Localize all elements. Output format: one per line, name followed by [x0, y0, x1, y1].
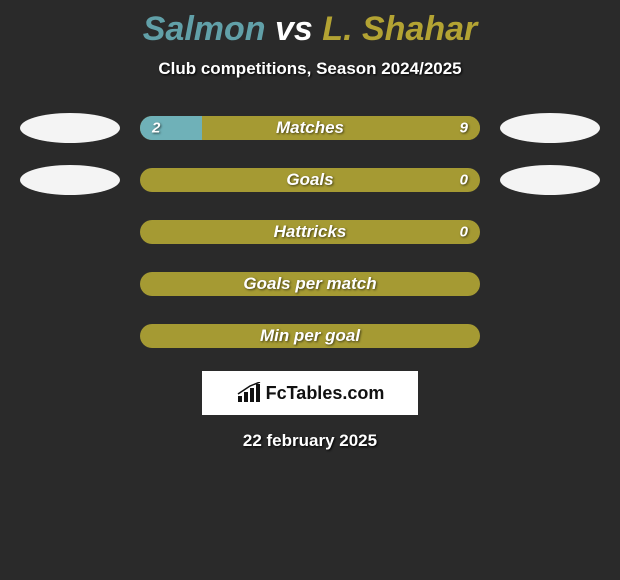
avatar-spacer — [20, 217, 120, 247]
subtitle: Club competitions, Season 2024/2025 — [0, 59, 620, 79]
avatar-spacer — [500, 217, 600, 247]
player2-avatar — [500, 165, 600, 195]
bar-value-right: 9 — [460, 120, 468, 137]
watermark-text: FcTables.com — [266, 383, 385, 404]
title-vs: vs — [275, 10, 313, 48]
stat-bar: Matches 2 9 — [140, 116, 480, 140]
page-title: Salmon vs L. Shahar — [0, 0, 620, 49]
player1-avatar — [20, 165, 120, 195]
avatar-spacer — [500, 321, 600, 351]
bar-value-right: 0 — [460, 224, 468, 241]
comparison-row: Min per goal — [0, 321, 620, 351]
bar-label: Min per goal — [260, 326, 360, 346]
bar-label: Matches — [276, 118, 344, 138]
stat-bar: Goals per match — [140, 272, 480, 296]
stat-bar: Min per goal — [140, 324, 480, 348]
chart-icon — [236, 382, 262, 404]
bar-label: Goals — [286, 170, 333, 190]
avatar-spacer — [20, 321, 120, 351]
bar-value-right: 0 — [460, 172, 468, 189]
footer-date: 22 february 2025 — [0, 431, 620, 451]
infographic-root: Salmon vs L. Shahar Club competitions, S… — [0, 0, 620, 580]
watermark: FcTables.com — [202, 371, 418, 415]
bar-label: Hattricks — [274, 222, 347, 242]
comparison-row: Goals 0 — [0, 165, 620, 195]
comparison-row: Hattricks 0 — [0, 217, 620, 247]
stat-bar: Hattricks 0 — [140, 220, 480, 244]
bar-value-left: 2 — [152, 120, 160, 137]
bar-label: Goals per match — [243, 274, 376, 294]
player2-avatar — [500, 113, 600, 143]
title-player1: Salmon — [143, 10, 266, 48]
title-player2: L. Shahar — [322, 10, 477, 48]
comparison-row: Goals per match — [0, 269, 620, 299]
player1-avatar — [20, 113, 120, 143]
comparison-bars: Matches 2 9 Goals 0 Hattricks 0 Goals per match… — [0, 113, 620, 351]
avatar-spacer — [20, 269, 120, 299]
avatar-spacer — [500, 269, 600, 299]
stat-bar: Goals 0 — [140, 168, 480, 192]
comparison-row: Matches 2 9 — [0, 113, 620, 143]
bar-segment-left — [140, 116, 202, 140]
